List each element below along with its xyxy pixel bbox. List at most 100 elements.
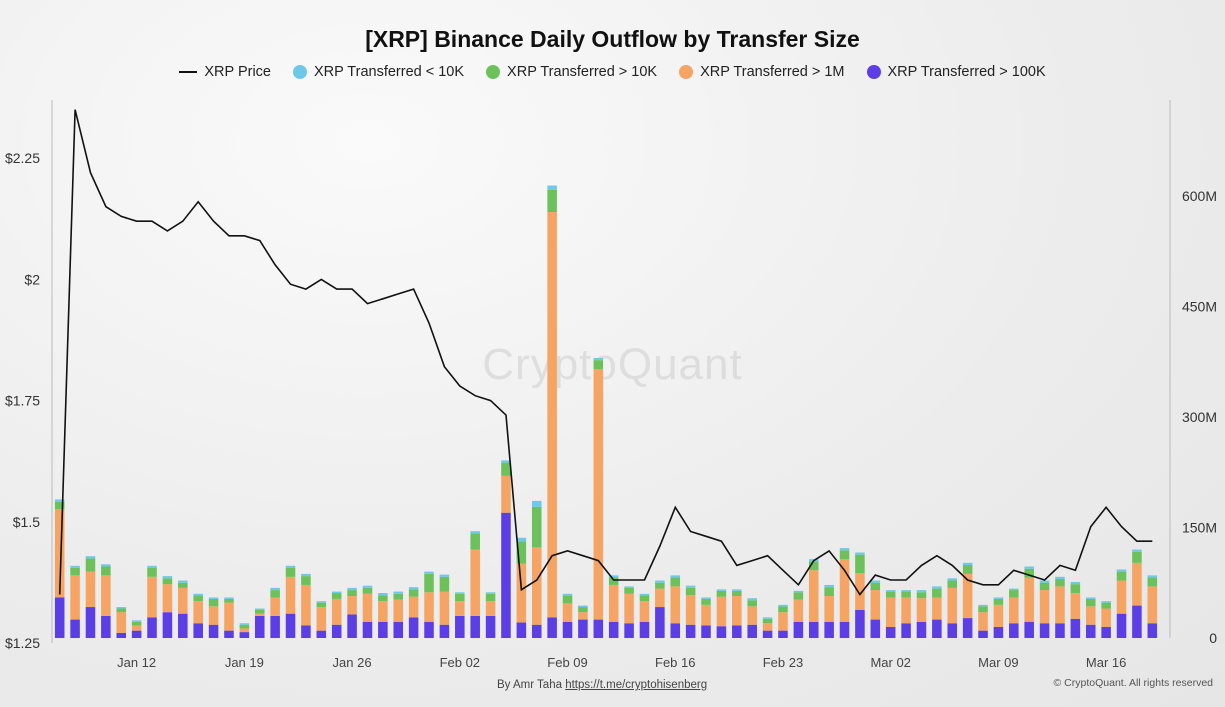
bar-segment: [824, 595, 834, 622]
bar-segment: [101, 564, 111, 567]
bar-segment: [1116, 569, 1127, 572]
bar-segment: [670, 575, 681, 578]
bar-segment: [808, 561, 819, 571]
bar-segment: [762, 618, 773, 624]
bar-segment: [762, 623, 773, 631]
legend-item-gt10k[interactable]: XRP Transferred > 10K: [486, 64, 657, 80]
bar-segment: [839, 559, 850, 622]
bar-segment: [885, 597, 896, 627]
legend-item-price[interactable]: XRP Price: [179, 64, 271, 80]
legend-label: XRP Price: [204, 64, 271, 80]
bar-segment: [901, 623, 911, 638]
bar-segment: [885, 591, 896, 598]
bar-segment: [393, 593, 404, 600]
bar-segment: [316, 601, 327, 603]
legend-item-gt1m[interactable]: XRP Transferred > 1M: [679, 64, 845, 80]
bar-segment: [916, 621, 927, 638]
bar-segment: [254, 613, 265, 616]
bar-segment: [54, 597, 65, 638]
legend-item-gt100k[interactable]: XRP Transferred > 100K: [866, 64, 1046, 80]
left-tick-label: $1.25: [5, 635, 40, 651]
bar-segment: [855, 573, 865, 610]
bar-segment: [408, 589, 419, 597]
bar-segment: [85, 556, 96, 559]
bar-segment: [578, 619, 588, 638]
bar-segment: [424, 592, 434, 622]
bar-segment: [1147, 623, 1158, 638]
bar-segment: [562, 621, 573, 638]
bar-segment: [301, 625, 311, 638]
left-tick-label: $1.75: [5, 393, 40, 409]
x-tick-label: Feb 23: [763, 655, 803, 670]
bar-segment: [762, 630, 773, 638]
bar-segment: [547, 185, 557, 190]
legend-item-lt10k[interactable]: XRP Transferred < 10K: [292, 64, 464, 80]
left-tick-label: $2: [24, 271, 40, 287]
bar-segment: [208, 624, 219, 638]
bar-segment: [901, 590, 911, 592]
bar-segment: [178, 587, 188, 614]
bar-segment: [547, 617, 557, 638]
bar-segment: [162, 584, 173, 613]
bar-segment: [793, 590, 804, 593]
bar-segment: [1101, 608, 1111, 627]
bar-segment: [916, 590, 927, 593]
credit-link[interactable]: https://t.me/cryptohisenberg: [565, 679, 708, 691]
bar-segment: [54, 499, 65, 502]
bar-segment: [824, 587, 834, 596]
bar-segment: [1085, 606, 1096, 625]
bar-segment: [301, 584, 311, 626]
bar-segment: [455, 615, 465, 638]
bar-segment: [131, 625, 142, 631]
bar-segment: [639, 595, 650, 602]
bar-segment: [562, 593, 573, 596]
bar-segment: [839, 550, 850, 560]
bar-segment: [993, 597, 1004, 599]
bar-segment: [978, 612, 988, 631]
bar-segment: [1055, 579, 1065, 587]
bar-segment: [516, 541, 527, 564]
bar-segment: [254, 609, 265, 614]
bar-segment: [1055, 576, 1065, 580]
bar-segment: [624, 623, 634, 638]
x-tick-label: Feb 09: [547, 655, 587, 670]
bar-segment: [1147, 575, 1158, 578]
bar-segment: [1101, 626, 1111, 638]
bar-segment: [916, 592, 927, 599]
bar-segment: [578, 607, 588, 613]
bar-segment: [70, 565, 80, 568]
bar-segment: [54, 501, 65, 510]
bar-segment: [147, 567, 157, 577]
bar-segment: [947, 623, 958, 638]
bar-segment: [239, 632, 250, 638]
bar-segment: [70, 575, 80, 620]
bar-segment: [732, 595, 742, 626]
bar-segment: [608, 621, 619, 638]
bar-segment: [624, 587, 634, 594]
bar-segment: [162, 576, 173, 579]
bar-segment: [793, 621, 804, 638]
x-tick-label: Mar 16: [1086, 655, 1126, 670]
bar-segment: [70, 619, 80, 638]
bar-segment: [347, 587, 357, 591]
bar-segment: [1070, 581, 1081, 585]
bar-segment: [85, 558, 96, 572]
bar-segment: [1116, 613, 1127, 638]
bar-segment: [362, 621, 373, 638]
bar-segment: [208, 598, 219, 607]
bar-segment: [347, 614, 357, 638]
bar-segment: [685, 624, 696, 638]
bar-segment: [855, 609, 865, 638]
bar-segment: [901, 591, 911, 598]
bar-segment: [624, 593, 634, 624]
bar-segment: [331, 624, 342, 638]
bar-segment: [993, 604, 1004, 627]
bar-segment: [962, 565, 973, 574]
bar-segment: [285, 565, 296, 568]
x-tick-label: Jan 19: [225, 655, 264, 670]
bar-segment: [270, 597, 280, 616]
bar-segment: [732, 590, 742, 596]
bar-segment: [608, 577, 619, 585]
bar-segment: [732, 589, 742, 591]
